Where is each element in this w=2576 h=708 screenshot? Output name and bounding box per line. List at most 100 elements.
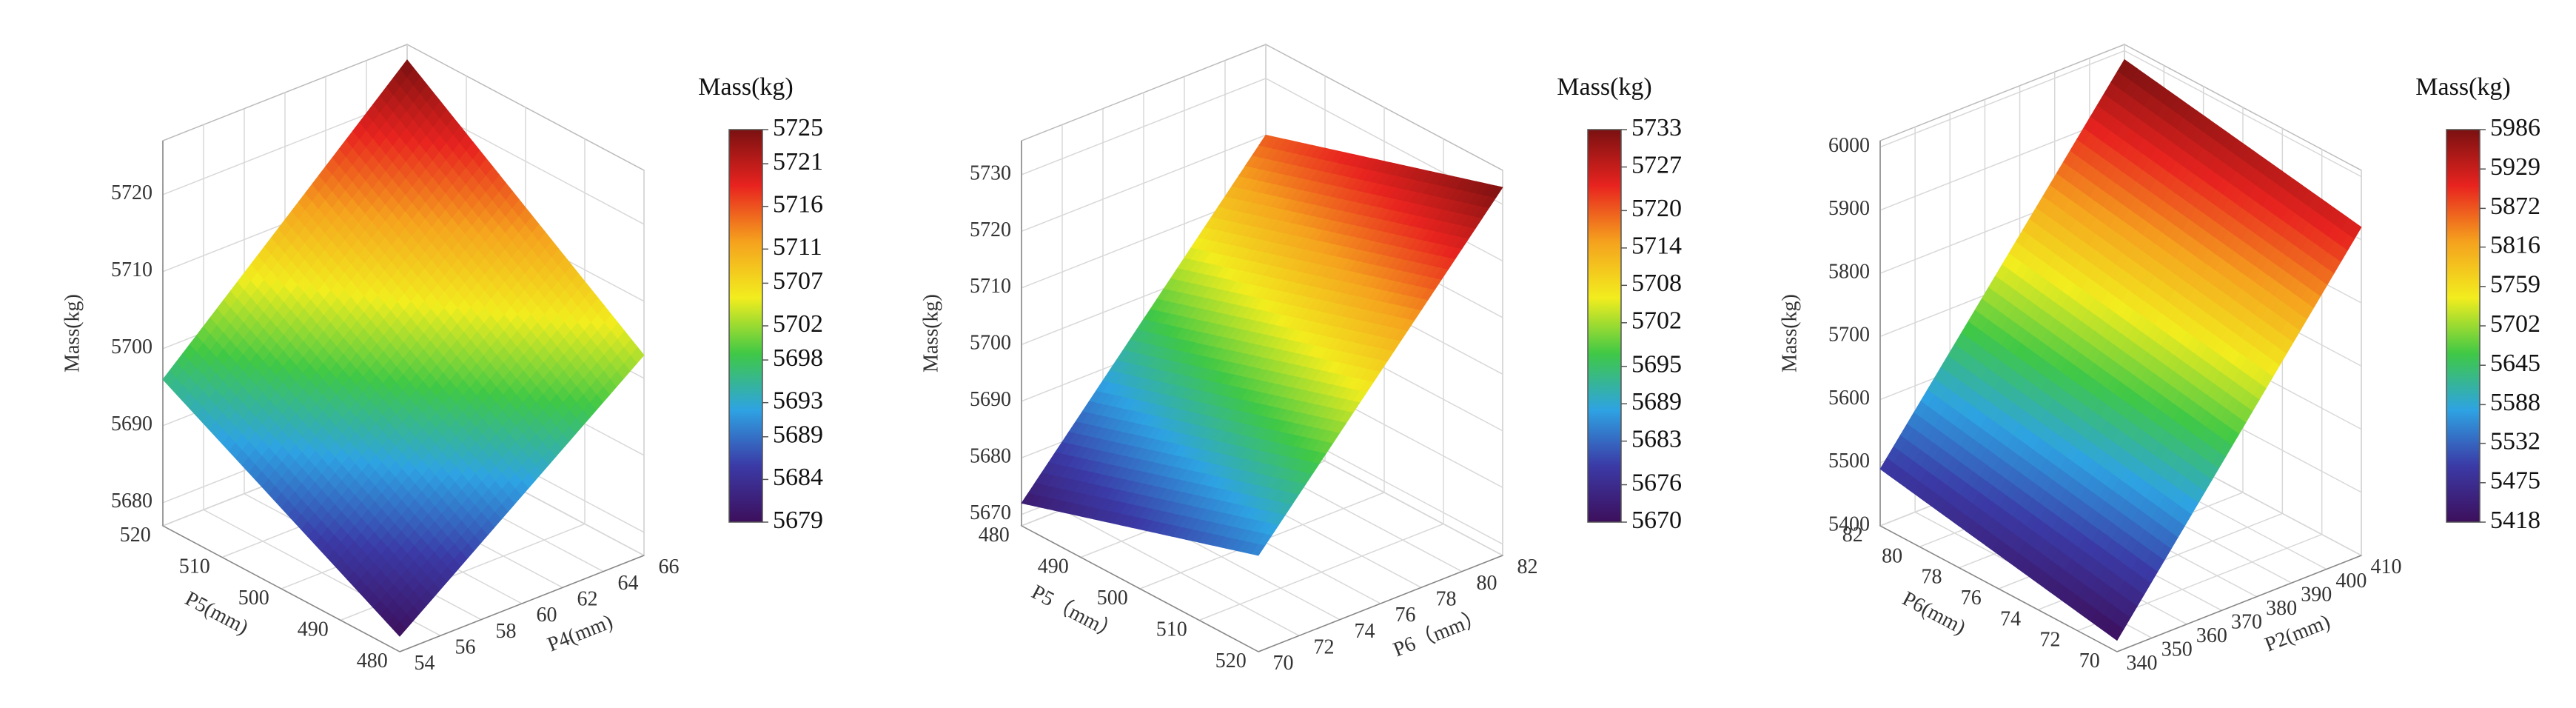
z-tick-label: 5600 <box>1828 387 1870 410</box>
y-tick-label: 58 <box>496 620 517 643</box>
y-tick-label: 74 <box>1355 620 1375 643</box>
colorbar-tick-label: 5702 <box>2490 310 2540 338</box>
y-tick-label: 82 <box>1517 555 1538 578</box>
z-tick-label: 5500 <box>1828 450 1870 472</box>
colorbar-tick-label: 5733 <box>1631 114 1682 141</box>
colorbar-tick-label: 5475 <box>2490 467 2540 495</box>
colorbar-title: Mass(kg) <box>698 73 793 101</box>
colorbar-tick-label: 5720 <box>1631 195 1682 222</box>
y-tick-label: 400 <box>2335 570 2367 592</box>
axis-edge <box>2116 555 2362 652</box>
x-axis-label: P6(mm) <box>1899 587 1970 639</box>
colorbar-tick-label: 5532 <box>2490 427 2540 455</box>
colorbar-tick-label: 5418 <box>2490 507 2540 534</box>
colorbar-tick-label: 5816 <box>2490 231 2540 258</box>
colorbar <box>728 129 763 523</box>
x-tick-label: 480 <box>357 649 388 672</box>
axis-edge <box>1021 525 1259 652</box>
colorbar-tick-label: 5679 <box>773 507 823 534</box>
colorbar-tick-label: 5588 <box>2490 389 2540 416</box>
x-tick-label: 72 <box>2039 629 2060 652</box>
z-tick-label: 5700 <box>111 335 152 358</box>
z-tick-label: 5700 <box>970 332 1011 355</box>
x-tick-label: 520 <box>1215 649 1247 672</box>
z-tick-label: 5690 <box>970 388 1011 411</box>
y-tick-label: 380 <box>2266 597 2297 620</box>
colorbar-title: Mass(kg) <box>2415 73 2510 101</box>
x-tick-label: 520 <box>120 524 151 547</box>
colorbar-tick-label: 5929 <box>2490 153 2540 181</box>
z-tick-label: 6000 <box>1828 134 1870 157</box>
colorbar-tick-label: 5695 <box>1631 350 1682 378</box>
x-tick-label: 490 <box>298 618 329 641</box>
grid-line <box>1021 78 1503 205</box>
x-tick-label: 490 <box>1038 555 1069 578</box>
y-tick-label: 70 <box>1273 652 1294 675</box>
z-tick-label: 5700 <box>1828 324 1870 347</box>
z-tick-label: 5710 <box>111 258 152 281</box>
x-tick-label: 500 <box>1097 587 1128 610</box>
x-tick-label: 480 <box>979 524 1010 547</box>
colorbar-tick-label: 5721 <box>773 148 823 176</box>
colorbar <box>2446 129 2481 523</box>
y-tick-label: 370 <box>2231 611 2262 634</box>
x-tick-label: 78 <box>1921 566 1942 589</box>
colorbar-tick-label: 5716 <box>773 190 823 218</box>
x-tick-label: 80 <box>1882 544 1902 567</box>
x-tick-label: 510 <box>179 555 210 578</box>
x-tick-label: 76 <box>1961 587 1982 610</box>
colorbar-tick-label: 5725 <box>773 114 823 141</box>
y-tick-label: 390 <box>2301 583 2332 606</box>
colorbar-tick-label: 5676 <box>1631 469 1682 496</box>
colorbar-tick-label: 5689 <box>773 421 823 449</box>
y-tick-label: 62 <box>577 588 598 611</box>
colorbar-tick-label: 5707 <box>773 267 823 295</box>
axis-edge <box>1258 555 1503 652</box>
x-tick-label: 70 <box>2079 649 2100 672</box>
z-tick-label: 5680 <box>970 445 1011 468</box>
axis-edge <box>1879 525 2118 652</box>
surface-cell <box>400 59 415 78</box>
colorbar-tick-label: 5872 <box>2490 193 2540 220</box>
colorbar-tick-label: 5702 <box>773 310 823 338</box>
z-axis-label: Mass(kg) <box>1778 294 1801 373</box>
y-tick-label: 76 <box>1395 604 1416 627</box>
y-tick-label: 64 <box>618 572 639 595</box>
colorbar-tick-label: 5689 <box>1631 388 1682 415</box>
colorbar-tick-label: 5698 <box>773 344 823 372</box>
colorbar-tick-label: 5683 <box>1631 425 1682 452</box>
colorbar-tick-label: 5714 <box>1631 233 1682 260</box>
y-tick-label: 60 <box>537 604 557 627</box>
z-tick-label: 5710 <box>970 275 1011 298</box>
y-tick-label: 78 <box>1436 588 1457 611</box>
surface <box>162 59 645 637</box>
x-tick-label: 82 <box>1842 524 1863 547</box>
x-tick-label: 74 <box>2000 607 2021 630</box>
y-tick-label: 340 <box>2127 652 2158 675</box>
colorbar-tick-label: 5986 <box>2490 114 2540 141</box>
z-tick-label: 5670 <box>970 501 1011 524</box>
y-tick-label: 350 <box>2161 638 2193 661</box>
z-tick-label: 5720 <box>111 181 152 204</box>
y-tick-label: 56 <box>455 636 476 659</box>
axis-edge <box>162 525 400 652</box>
colorbar-tick-label: 5684 <box>773 464 823 491</box>
x-tick-label: 510 <box>1156 618 1187 641</box>
z-tick-label: 5400 <box>1828 512 1870 535</box>
colorbar-title: Mass(kg) <box>1557 73 1651 101</box>
axis-edge <box>399 555 645 652</box>
colorbar <box>1587 129 1622 523</box>
colorbar-tick-label: 5693 <box>773 387 823 414</box>
z-tick-label: 5680 <box>111 490 152 512</box>
y-tick-label: 54 <box>415 652 435 675</box>
y-tick-label: 80 <box>1477 572 1497 595</box>
surface-cell <box>2117 59 2132 76</box>
z-tick-label: 5690 <box>111 413 152 435</box>
z-axis-label: Mass(kg) <box>61 294 84 373</box>
panel: 480 490 500 510 520 70 72 74 76 78 80 82 5670 5680 569… <box>919 43 1682 675</box>
y-tick-label: 360 <box>2196 624 2227 647</box>
panel: 480 490 500 510 520 54 56 58 60 62 64 66 5680 5690 570… <box>61 43 823 675</box>
colorbar-tick-label: 5645 <box>2490 350 2540 377</box>
